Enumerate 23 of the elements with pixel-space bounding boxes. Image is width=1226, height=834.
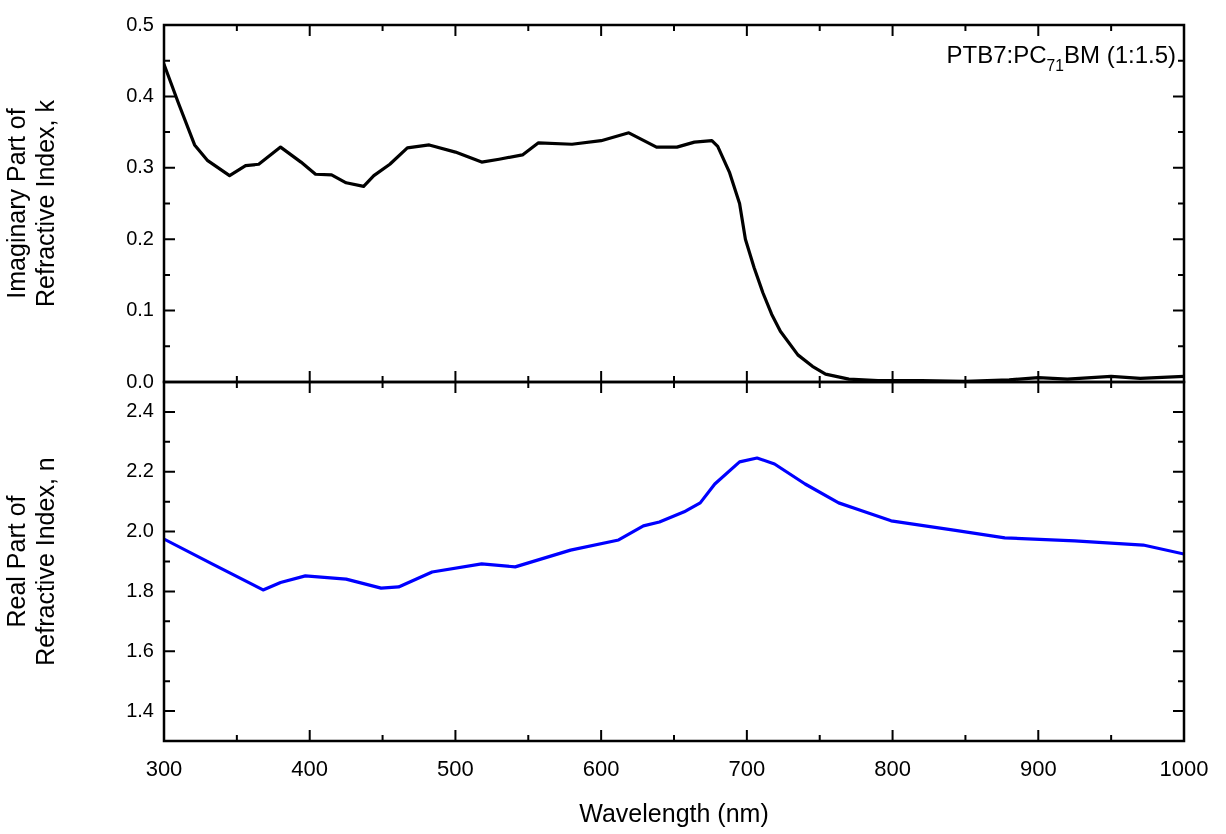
x-tick-label: 900 — [1019, 756, 1057, 782]
x-axis-title: Wavelength (nm) — [579, 798, 769, 827]
y-tick-label: 0.5 — [126, 12, 154, 35]
y-tick-label: 2.4 — [126, 399, 154, 422]
y-tick-label: 0.2 — [126, 226, 154, 249]
x-tick-label: 700 — [728, 756, 766, 782]
y-tick-label: 0.0 — [126, 369, 154, 392]
x-tick-label: 300 — [145, 756, 183, 782]
y-tick-label: 0.4 — [126, 83, 154, 106]
y-tick-label: 2.0 — [126, 519, 154, 542]
y-tick-label: 1.6 — [126, 638, 154, 661]
x-tick-label: 800 — [874, 756, 911, 782]
x-tick-label: 500 — [437, 756, 474, 782]
x-tick-label: 1000 — [1159, 756, 1209, 782]
y-tick-label: 2.2 — [126, 459, 154, 482]
y-tick-label: 1.8 — [126, 578, 154, 601]
y-axis-title: Real Part of Refractive Index, n — [2, 457, 60, 666]
x-tick-label: 600 — [582, 756, 620, 782]
y-axis-title: Imaginary Part of Refractive Index, k — [2, 99, 60, 308]
y-tick-label: 0.1 — [126, 298, 154, 321]
x-tick-label: 400 — [291, 756, 329, 782]
y-tick-label: 1.4 — [126, 698, 154, 721]
y-tick-label: 0.3 — [126, 155, 154, 178]
